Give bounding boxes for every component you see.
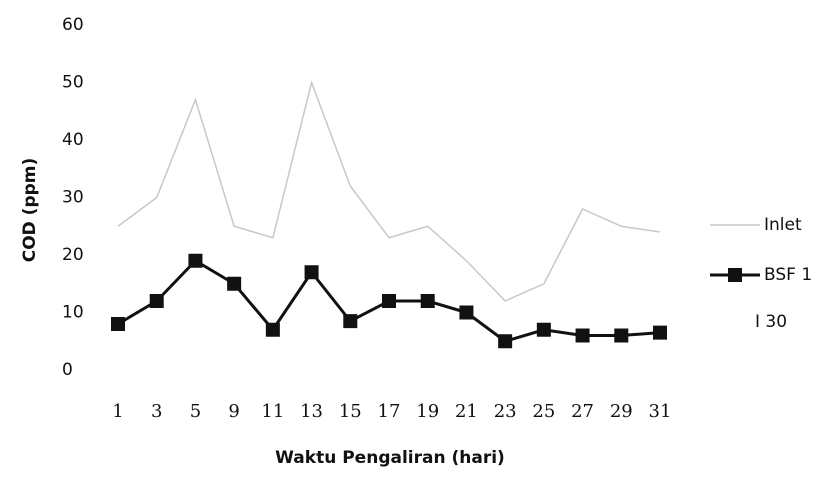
marker xyxy=(188,253,203,268)
marker xyxy=(498,334,513,349)
marker xyxy=(149,294,164,308)
marker xyxy=(653,325,667,340)
marker xyxy=(575,328,590,343)
x-axis-title: Waktu Pengaliran (hari) xyxy=(275,448,505,468)
y-tick-label: 40 xyxy=(62,130,84,150)
legend-marker xyxy=(728,268,742,282)
annotation: I 30 xyxy=(755,312,787,332)
marker xyxy=(420,294,435,308)
marker xyxy=(382,294,396,308)
x-tick-label: 27 xyxy=(571,401,594,422)
marker xyxy=(304,265,319,280)
legend-label: Inlet xyxy=(764,215,802,235)
legend-label: BSF 1 xyxy=(764,265,812,285)
x-tick-label: 1 xyxy=(112,401,123,422)
x-tick-label: 13 xyxy=(300,401,323,422)
x-tick-label: 19 xyxy=(416,401,439,422)
marker xyxy=(111,317,125,331)
marker xyxy=(614,328,629,343)
x-tick-label: 29 xyxy=(610,401,633,422)
marker xyxy=(459,305,474,320)
y-tick-label: 50 xyxy=(62,73,84,93)
y-tick-label: 20 xyxy=(62,245,84,265)
series-line xyxy=(117,79,661,302)
x-tick-label: 9 xyxy=(228,401,239,422)
y-tick-label: 0 xyxy=(62,360,73,380)
y-tick-label: 10 xyxy=(62,303,84,323)
x-tick-label: 21 xyxy=(455,401,478,422)
marker xyxy=(227,276,242,291)
x-tick-label: 11 xyxy=(261,401,284,422)
x-tick-label: 25 xyxy=(532,401,555,422)
x-tick-label: 17 xyxy=(378,401,401,422)
marker xyxy=(265,322,280,337)
x-tick-label: 5 xyxy=(190,401,201,422)
marker xyxy=(536,322,551,337)
x-tick-label: 15 xyxy=(339,401,362,422)
y-tick-label: 30 xyxy=(62,188,84,208)
y-axis-title: COD (ppm) xyxy=(20,158,40,263)
x-tick-label: 3 xyxy=(151,401,162,422)
y-tick-label: 60 xyxy=(62,15,84,35)
x-tick-label: 31 xyxy=(649,401,672,422)
marker xyxy=(343,314,358,329)
x-tick-label: 23 xyxy=(494,401,517,422)
